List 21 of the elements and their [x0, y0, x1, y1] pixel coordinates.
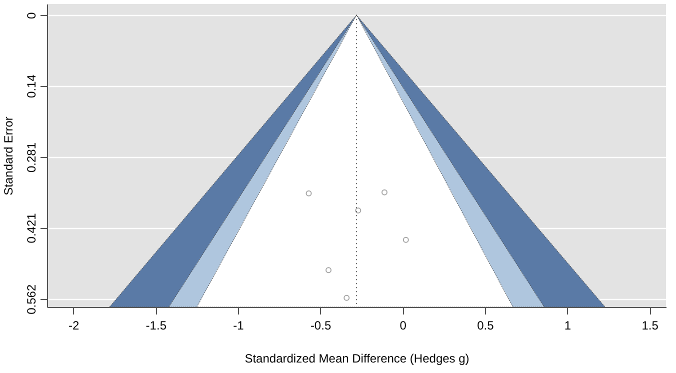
y-tick-label: 0 [24, 12, 38, 19]
y-axis-title: Standard Error [2, 116, 16, 196]
y-tick-label: 0.421 [24, 212, 38, 244]
y-tick-label: 0.281 [24, 142, 38, 173]
point [381, 189, 388, 196]
point [326, 267, 332, 274]
x-tick-label: -1.5 [146, 318, 167, 332]
x-tick-label: 1 [564, 318, 572, 332]
x-tick-label: 0 [400, 318, 407, 332]
x-tick-label: 1.5 [642, 318, 659, 332]
x-tick-label: -0.5 [310, 318, 332, 332]
y-tick-label: 0.14 [24, 74, 38, 98]
x-tick-label: -2 [68, 318, 80, 332]
x-axis-title: Standardized Mean Difference (Hedges g) [244, 352, 470, 366]
x-tick-label: -1 [233, 318, 244, 332]
point [402, 236, 409, 243]
x-tick-label: 0.5 [477, 318, 494, 332]
point [306, 190, 312, 196]
point [344, 294, 350, 301]
y-tick-label: 0.562 [24, 284, 38, 314]
point [355, 208, 362, 214]
